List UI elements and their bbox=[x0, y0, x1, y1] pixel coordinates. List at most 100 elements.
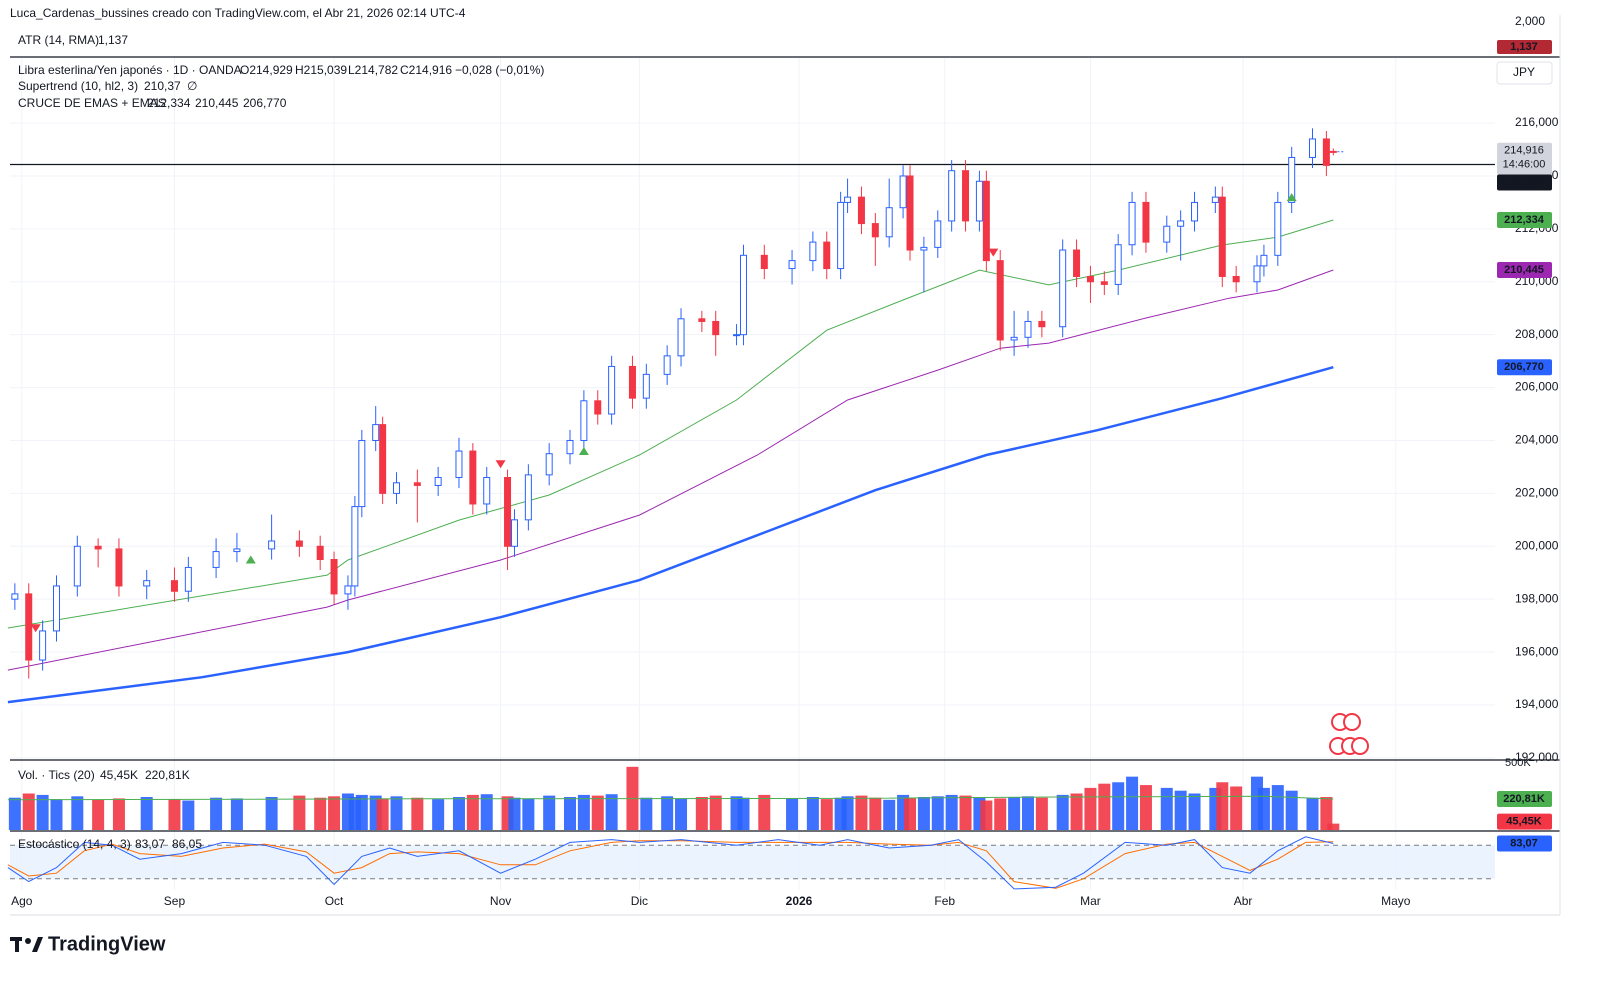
ema-value: 206,770 bbox=[243, 96, 287, 110]
y-tick-label: 196,000 bbox=[1515, 644, 1559, 658]
supertrend-title: Supertrend (10, hl2, 3) bbox=[18, 79, 138, 93]
supertrend-signal bbox=[30, 624, 41, 633]
x-tick-label: Mar bbox=[1080, 894, 1101, 908]
volume-bar bbox=[293, 795, 306, 830]
stoch-title: Estocástico (14, 4, 3) bbox=[18, 837, 131, 851]
ohlc-legend: C214,916 bbox=[400, 63, 452, 77]
volume-bar bbox=[432, 799, 445, 830]
candle-body bbox=[524, 474, 532, 521]
candle-body bbox=[962, 170, 970, 222]
volume-bar bbox=[168, 799, 181, 830]
volume-bar bbox=[1139, 785, 1152, 830]
volume-bar bbox=[1327, 823, 1340, 830]
volume-bar bbox=[709, 795, 722, 830]
candle-body bbox=[733, 334, 741, 337]
volume-bar bbox=[1084, 787, 1097, 830]
event-icon bbox=[1351, 737, 1369, 755]
supertrend-value: 210,37 bbox=[144, 79, 181, 93]
volume-bar bbox=[452, 797, 465, 830]
candle-body bbox=[504, 477, 512, 547]
ema-title: CRUCE DE EMAS + EMAS bbox=[18, 96, 166, 110]
stoch-k-value: 83,07 bbox=[135, 837, 165, 851]
stoch-k bbox=[7, 836, 1334, 890]
volume-bar bbox=[1174, 790, 1187, 830]
ema-value: 212,334 bbox=[147, 96, 191, 110]
candle-body bbox=[1260, 254, 1268, 267]
volume-bar bbox=[1257, 787, 1270, 830]
volume-bar bbox=[140, 797, 153, 830]
y-tick-label: 204,000 bbox=[1515, 433, 1559, 447]
ema-badge: 212,334 bbox=[1504, 214, 1545, 226]
volume-bar bbox=[1021, 796, 1034, 830]
ema-badge: 206,770 bbox=[1504, 361, 1544, 373]
atr-tick-label: 2,000 bbox=[1515, 14, 1545, 28]
ohlc-legend: H215,039 bbox=[295, 63, 347, 77]
candle-body bbox=[760, 254, 768, 270]
candle-body bbox=[94, 545, 102, 550]
volume-bar bbox=[1188, 793, 1201, 830]
volume-bar bbox=[591, 795, 604, 830]
x-tick-label: Abr bbox=[1234, 894, 1253, 908]
candle-body bbox=[379, 424, 387, 494]
candle-body bbox=[996, 260, 1004, 341]
volume-bar bbox=[355, 794, 368, 830]
event-icon bbox=[1343, 713, 1361, 731]
x-tick-label: Mayo bbox=[1381, 894, 1411, 908]
y-tick-label: 208,000 bbox=[1515, 327, 1559, 341]
currency-box bbox=[1496, 61, 1553, 85]
candle-body bbox=[1274, 201, 1282, 256]
volume-bar bbox=[1216, 782, 1229, 830]
candle-body bbox=[1128, 201, 1136, 246]
candle-body bbox=[351, 506, 359, 587]
volume-bar bbox=[945, 794, 958, 830]
volume-ma bbox=[7, 795, 1334, 801]
volume-bar bbox=[71, 796, 84, 830]
candle-body bbox=[1322, 138, 1330, 166]
candle-body bbox=[1059, 249, 1067, 328]
volume-tick-label: 500K bbox=[1505, 757, 1531, 769]
candle-body bbox=[677, 318, 685, 357]
ohlc-legend: O214,929 bbox=[240, 63, 293, 77]
stoch-badge: 83,07 bbox=[1510, 837, 1538, 849]
supertrend-signal bbox=[1286, 193, 1297, 202]
volume-bar bbox=[543, 795, 556, 830]
candle-body bbox=[1086, 275, 1094, 283]
x-tick-label: 2026 bbox=[786, 894, 813, 908]
candle-body bbox=[1211, 196, 1219, 203]
logo-icon bbox=[10, 937, 43, 952]
y-tick-label: 206,000 bbox=[1515, 380, 1559, 394]
volume-bar bbox=[230, 798, 243, 830]
volume-bar bbox=[917, 797, 930, 830]
volume-bar bbox=[931, 796, 944, 830]
candle-body bbox=[885, 207, 893, 238]
volume-bar bbox=[8, 797, 21, 830]
atr-title: ATR (14, RMA) bbox=[18, 33, 99, 47]
candle-body bbox=[1253, 265, 1261, 283]
volume-bar bbox=[737, 797, 750, 830]
candle-body bbox=[143, 580, 151, 587]
x-tick-label: Sep bbox=[164, 894, 186, 908]
candle-body bbox=[268, 540, 276, 550]
volume-bar bbox=[1098, 783, 1111, 830]
candle-body bbox=[1163, 225, 1171, 243]
supertrend-signal bbox=[245, 555, 256, 564]
supertrend-signal bbox=[578, 447, 589, 456]
volume-badge: 45,45K bbox=[1506, 816, 1542, 828]
volume-bar bbox=[1035, 797, 1048, 830]
y-tick-label: 216,000 bbox=[1515, 115, 1559, 129]
volume-bar bbox=[577, 794, 590, 830]
volume-bar bbox=[92, 799, 105, 830]
volume-bar bbox=[1112, 782, 1125, 830]
candle-body bbox=[434, 477, 442, 486]
candle-body bbox=[1218, 196, 1226, 277]
candle-body bbox=[788, 260, 796, 270]
y-tick-label: 200,000 bbox=[1515, 538, 1559, 552]
volume-bar bbox=[1285, 790, 1298, 830]
candle-body bbox=[1329, 150, 1337, 153]
volume-bar bbox=[904, 797, 917, 830]
volume-bar bbox=[328, 796, 341, 830]
candle-body bbox=[1073, 249, 1081, 277]
volume-bar bbox=[1320, 797, 1333, 830]
volume-bar bbox=[1160, 787, 1173, 830]
last-price-bg bbox=[1497, 142, 1552, 175]
